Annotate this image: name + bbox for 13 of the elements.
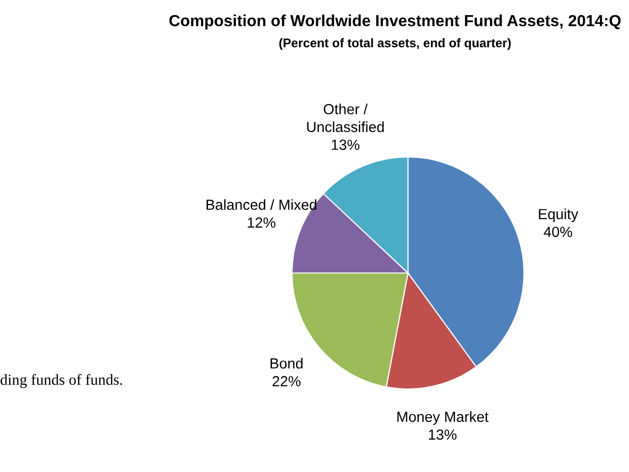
slice-label: Other / Unclassified: [307, 104, 384, 132]
text: ding funds of funds.: [0, 374, 122, 388]
slice-label: Money Market: [397, 411, 489, 425]
data-label: 13%: [428, 429, 456, 440]
slice-label: Equity: [538, 208, 578, 222]
chart-title: Composition of Worldwide Investment Fund Assets, 2014:Q: [169, 14, 621, 30]
data-label: 12%: [248, 217, 276, 228]
slice-label: Balanced / Mixed: [206, 199, 316, 210]
data-label: 13%: [332, 140, 360, 150]
slice-label: Bond: [270, 358, 303, 369]
chart-subtitle: (Percent of total assets, end of quarter): [279, 38, 511, 50]
data-label: 40%: [544, 226, 572, 238]
data-label: 22%: [272, 376, 301, 386]
